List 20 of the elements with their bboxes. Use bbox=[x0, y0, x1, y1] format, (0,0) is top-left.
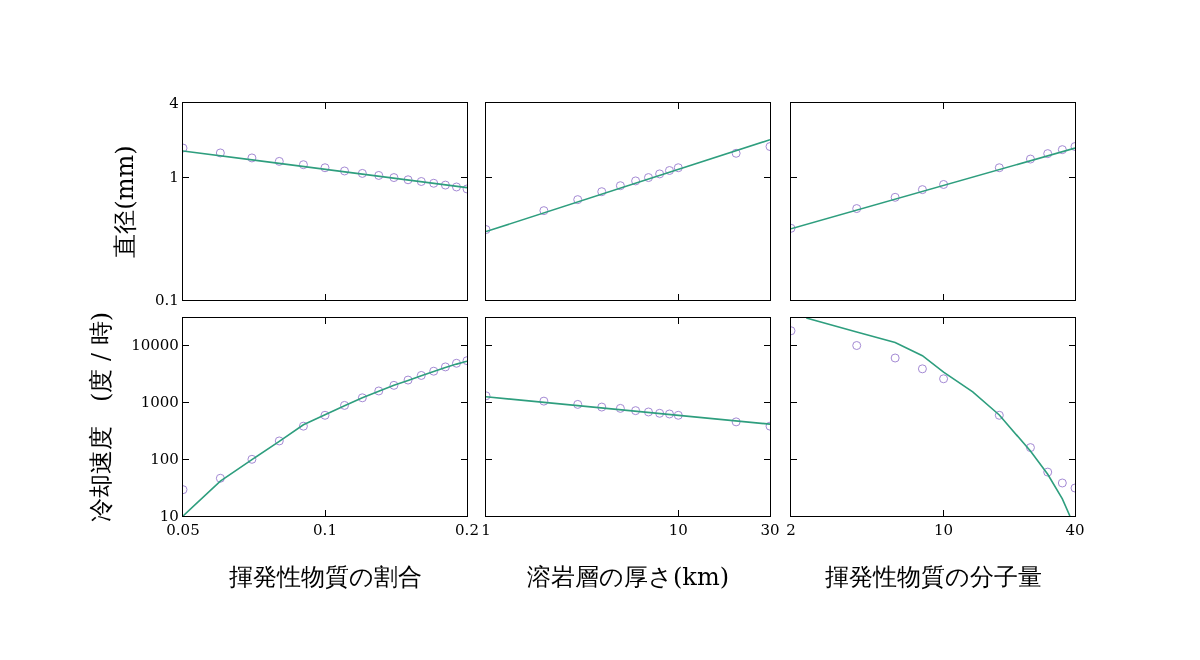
x-tick-label: 10 bbox=[668, 521, 688, 540]
y-tick-label: 1000 bbox=[140, 393, 179, 412]
x-axis-title: 揮発性物質の分子量 bbox=[824, 563, 1042, 592]
y-tick-label: 10000 bbox=[131, 336, 179, 355]
x-axis-title: 溶岩層の厚さ(km) bbox=[526, 563, 730, 592]
y-tick-label: 4 bbox=[169, 94, 179, 113]
x-tick-label: 10 bbox=[934, 521, 954, 540]
y-tick-label: 100 bbox=[150, 450, 179, 469]
x-tick-label: 2 bbox=[786, 521, 796, 540]
x-tick-label: 0.05 bbox=[166, 521, 200, 540]
x-tick-label: 1 bbox=[481, 521, 491, 540]
y-tick-label: 0.1 bbox=[155, 291, 179, 310]
y-axis-title: 直径(mm) bbox=[111, 145, 140, 258]
x-tick-label: 0.1 bbox=[313, 521, 337, 540]
x-tick-label: 30 bbox=[760, 521, 780, 540]
y-axis-title: 冷却速度 (度 / 時) bbox=[87, 311, 116, 523]
x-axis-title: 揮発性物質の割合 bbox=[228, 563, 422, 592]
x-tick-label: 40 bbox=[1065, 521, 1085, 540]
x-tick-label: 0.2 bbox=[455, 521, 479, 540]
y-tick-label: 1 bbox=[169, 168, 179, 187]
